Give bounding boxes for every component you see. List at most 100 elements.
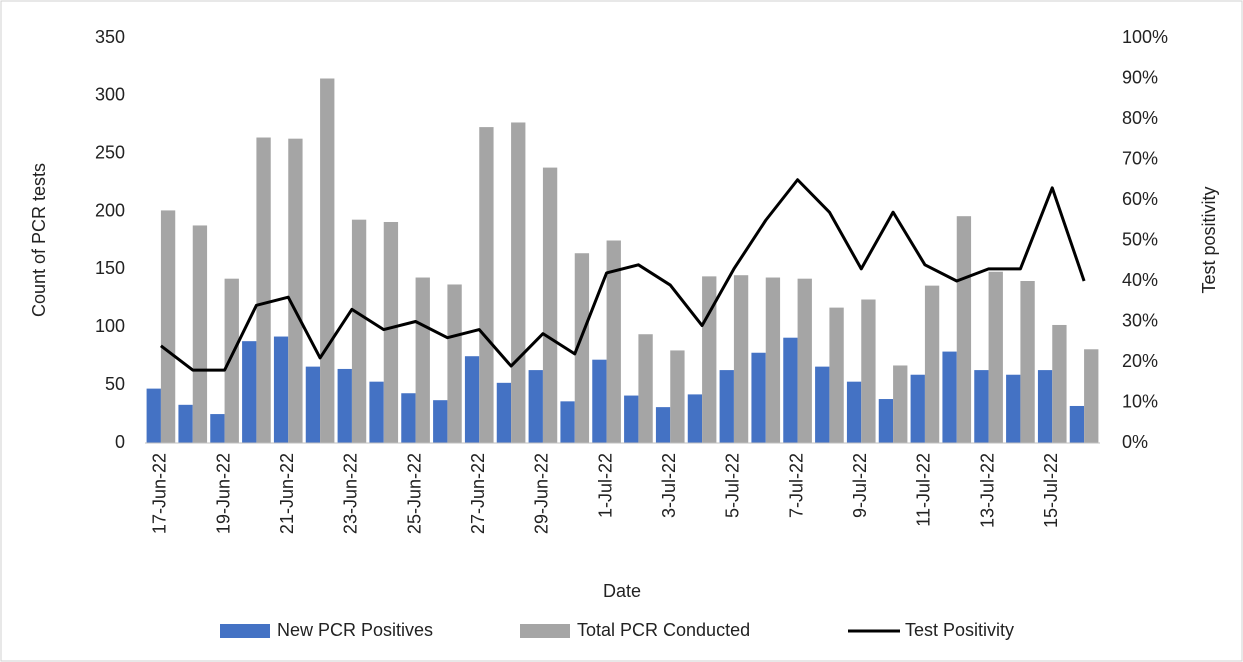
legend-label: New PCR Positives xyxy=(277,620,433,640)
bar xyxy=(496,382,512,443)
legend-label: Test Positivity xyxy=(905,620,1014,640)
y2-tick-label: 70% xyxy=(1122,148,1158,168)
y2-tick-label: 50% xyxy=(1122,229,1158,249)
bar xyxy=(1037,370,1053,443)
bar xyxy=(893,365,908,443)
bar xyxy=(433,400,448,443)
bar xyxy=(464,356,480,443)
bar xyxy=(224,278,239,443)
bar xyxy=(638,334,653,443)
bar xyxy=(574,253,590,443)
x-tick-label: 25-Jun-22 xyxy=(404,453,424,534)
bar xyxy=(797,278,812,443)
bar xyxy=(829,307,844,443)
y-tick-label: 100 xyxy=(95,316,125,336)
bar xyxy=(670,350,685,443)
bar xyxy=(910,374,925,443)
legend-swatch xyxy=(220,624,270,638)
bar xyxy=(320,78,335,443)
bar xyxy=(369,381,384,443)
y2-tick-label: 10% xyxy=(1122,391,1158,411)
bar xyxy=(765,277,781,443)
bar xyxy=(447,284,462,443)
y-tick-label: 300 xyxy=(95,85,125,105)
bar xyxy=(479,127,494,443)
bar xyxy=(719,370,734,443)
bar xyxy=(624,395,639,443)
bar xyxy=(687,394,703,443)
bar xyxy=(1084,349,1099,443)
bar xyxy=(1020,281,1035,443)
x-tick-label: 19-Jun-22 xyxy=(213,453,233,534)
x-tick-label: 5-Jul-22 xyxy=(723,453,743,518)
bar xyxy=(192,225,208,443)
x-tick-label: 3-Jul-22 xyxy=(659,453,679,518)
legend-swatch xyxy=(520,624,570,638)
bar xyxy=(1069,405,1085,443)
bar xyxy=(305,366,321,443)
y-tick-label: 200 xyxy=(95,200,125,220)
bar xyxy=(256,137,271,443)
bar xyxy=(1006,374,1021,443)
x-tick-label: 13-Jul-22 xyxy=(977,453,997,528)
bar xyxy=(351,219,367,443)
bar xyxy=(924,285,940,443)
y-tick-label: 250 xyxy=(95,142,125,162)
bar xyxy=(861,299,876,443)
bar xyxy=(1052,324,1067,443)
y2-tick-label: 40% xyxy=(1122,270,1158,290)
y2-tick-label: 90% xyxy=(1122,67,1158,87)
y2-tick-label: 80% xyxy=(1122,108,1158,128)
y2-axis-title: Test positivity xyxy=(1199,186,1219,293)
x-tick-label: 11-Jul-22 xyxy=(914,453,934,527)
y2-tick-label: 100% xyxy=(1122,27,1168,47)
bar xyxy=(383,221,399,443)
bar xyxy=(751,352,766,443)
bar xyxy=(878,399,894,443)
bar xyxy=(592,359,607,443)
bar xyxy=(337,368,352,443)
x-tick-label: 9-Jul-22 xyxy=(850,453,870,518)
bar xyxy=(733,275,749,443)
bar xyxy=(160,210,176,443)
y-tick-label: 0 xyxy=(115,432,125,452)
bar xyxy=(511,122,526,443)
bar xyxy=(956,216,972,443)
bar xyxy=(401,393,416,443)
y-axis-title: Count of PCR tests xyxy=(29,163,49,317)
x-tick-label: 15-Jul-22 xyxy=(1041,453,1061,528)
x-tick-label: 7-Jul-22 xyxy=(786,453,806,518)
bar xyxy=(606,240,621,443)
y2-tick-label: 60% xyxy=(1122,189,1158,209)
bar xyxy=(288,138,303,443)
bar xyxy=(846,381,862,443)
bar xyxy=(542,167,558,443)
x-axis-title: Date xyxy=(603,581,641,601)
bar xyxy=(178,404,193,443)
bar xyxy=(942,351,957,443)
bar xyxy=(273,336,289,443)
y2-tick-label: 20% xyxy=(1122,351,1158,371)
y2-tick-label: 30% xyxy=(1122,310,1158,330)
bar xyxy=(655,407,671,443)
bar xyxy=(560,401,575,443)
bar xyxy=(146,388,161,443)
x-tick-label: 23-Jun-22 xyxy=(341,453,361,534)
y2-tick-label: 0% xyxy=(1122,432,1148,452)
x-tick-label: 29-Jun-22 xyxy=(532,453,552,534)
line-series xyxy=(160,178,1086,372)
bar xyxy=(988,271,1003,443)
bar xyxy=(783,337,798,443)
bar xyxy=(974,370,989,443)
legend-label: Total PCR Conducted xyxy=(577,620,750,640)
x-tick-label: 1-Jul-22 xyxy=(595,453,615,518)
y-tick-label: 350 xyxy=(95,27,125,47)
bar xyxy=(815,366,830,443)
bar xyxy=(242,341,257,443)
x-tick-label: 21-Jun-22 xyxy=(277,453,297,534)
y-tick-label: 150 xyxy=(95,258,125,278)
bar xyxy=(210,414,225,443)
x-tick-label: 27-Jun-22 xyxy=(468,453,488,534)
